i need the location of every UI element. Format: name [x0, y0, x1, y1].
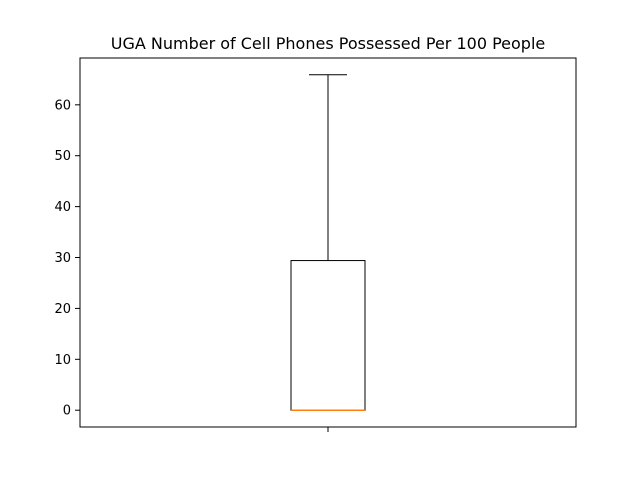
chart-title: UGA Number of Cell Phones Possessed Per …	[111, 34, 546, 53]
y-tick-label: 0	[63, 404, 71, 419]
y-tick-label: 40	[54, 200, 71, 215]
y-tick-label: 30	[54, 251, 71, 266]
y-tick-label: 50	[54, 149, 71, 164]
iqr-box	[290, 260, 366, 411]
box-group	[290, 74, 366, 411]
y-tick-label: 60	[54, 98, 71, 113]
y-tick-label: 20	[54, 302, 71, 317]
y-tick-label: 10	[54, 353, 71, 368]
y-axis: 0 10 20 30 40 50 60	[54, 98, 80, 419]
